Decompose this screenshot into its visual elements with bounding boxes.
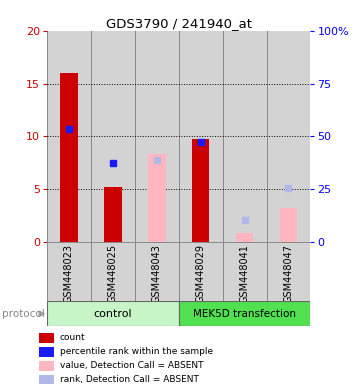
Polygon shape <box>39 311 44 316</box>
Text: percentile rank within the sample: percentile rank within the sample <box>60 347 213 356</box>
Bar <box>39 374 53 384</box>
Title: GDS3790 / 241940_at: GDS3790 / 241940_at <box>106 17 252 30</box>
Bar <box>39 347 53 357</box>
Bar <box>179 242 223 301</box>
Text: GSM448023: GSM448023 <box>64 244 74 303</box>
Bar <box>192 139 209 242</box>
Bar <box>236 233 253 242</box>
Bar <box>39 333 53 343</box>
Bar <box>266 31 310 242</box>
Text: GSM448041: GSM448041 <box>240 244 249 303</box>
Bar <box>179 31 223 242</box>
Bar <box>280 208 297 242</box>
Text: MEK5D transfection: MEK5D transfection <box>193 309 296 319</box>
Bar <box>60 73 78 242</box>
Text: protocol: protocol <box>2 309 44 319</box>
Text: control: control <box>93 309 132 319</box>
Bar <box>104 187 122 242</box>
Bar <box>47 242 91 301</box>
Bar <box>47 301 179 326</box>
Text: count: count <box>60 333 86 342</box>
Text: value, Detection Call = ABSENT: value, Detection Call = ABSENT <box>60 361 204 370</box>
Bar <box>39 361 53 371</box>
Text: GSM448047: GSM448047 <box>283 244 293 303</box>
Text: GSM448043: GSM448043 <box>152 244 162 303</box>
Bar <box>91 242 135 301</box>
Bar <box>179 301 310 326</box>
Bar <box>135 31 179 242</box>
Bar <box>148 154 165 242</box>
Bar <box>223 31 266 242</box>
Text: GSM448025: GSM448025 <box>108 244 118 303</box>
Bar <box>223 242 266 301</box>
Text: rank, Detection Call = ABSENT: rank, Detection Call = ABSENT <box>60 375 199 384</box>
Bar <box>266 242 310 301</box>
Bar <box>91 31 135 242</box>
Bar <box>135 242 179 301</box>
Bar <box>47 31 91 242</box>
Text: GSM448029: GSM448029 <box>196 244 206 303</box>
